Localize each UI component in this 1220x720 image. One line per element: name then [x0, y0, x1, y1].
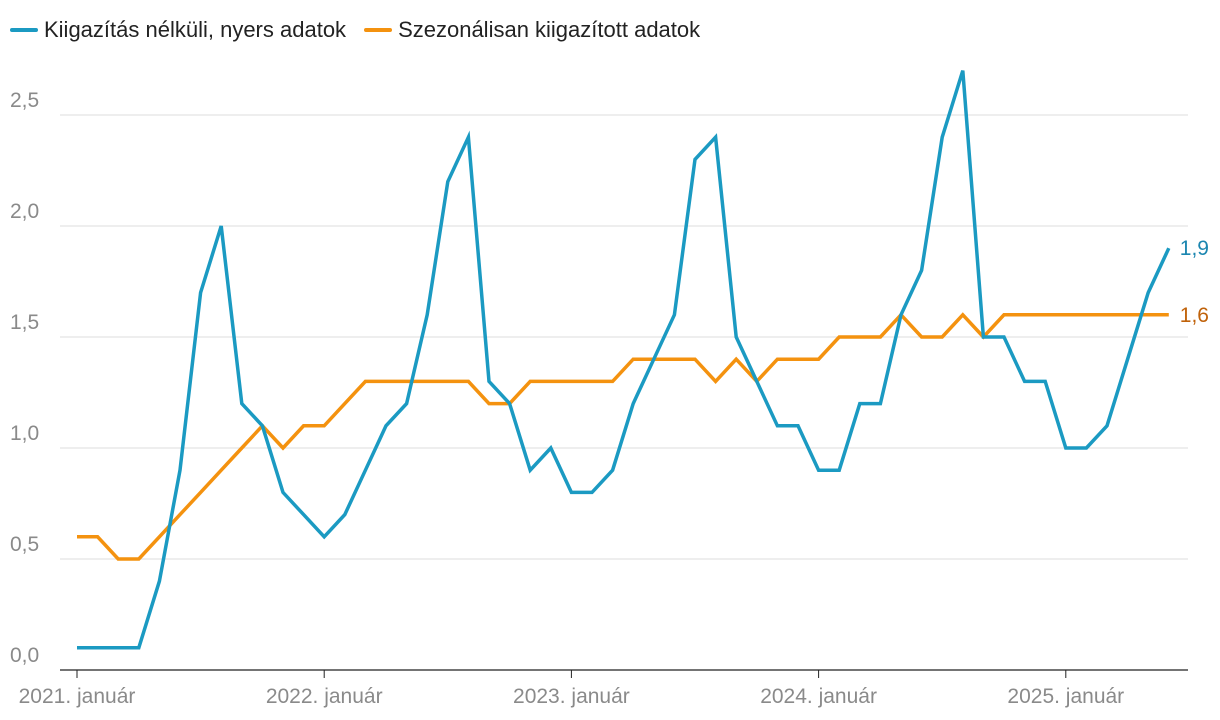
y-tick-label: 1,5 [10, 311, 39, 334]
legend-label-seasonal: Szezonálisan kiigazított adatok [398, 17, 701, 42]
x-tick-label: 2023. január [513, 685, 630, 708]
legend-item-raw[interactable]: Kiigazítás nélküli, nyers adatok [10, 17, 346, 43]
legend-item-seasonal[interactable]: Szezonálisan kiigazított adatok [364, 17, 700, 43]
legend-swatch-raw [10, 28, 38, 32]
legend-label-raw: Kiigazítás nélküli, nyers adatok [44, 17, 347, 42]
x-tick-label: 2022. január [266, 685, 383, 708]
chart-legend: Kiigazítás nélküli, nyers adatok Szezoná… [10, 14, 700, 46]
y-tick-label: 2,5 [10, 89, 39, 112]
end-label-raw: 1,9 [1180, 237, 1209, 260]
end-label-seasonal: 1,6 [1180, 304, 1209, 327]
x-tick-label: 2021. január [19, 685, 136, 708]
series-line-raw [77, 70, 1171, 650]
legend-swatch-seasonal [364, 28, 393, 32]
y-tick-label: 0,5 [10, 533, 39, 556]
y-tick-label: 0,0 [10, 644, 39, 667]
x-tick-label: 2024. január [760, 685, 877, 708]
y-tick-label: 2,0 [10, 200, 39, 223]
series-line-seasonal [77, 312, 1169, 561]
x-tick-label: 2025. január [1007, 685, 1124, 708]
y-tick-label: 1,0 [10, 422, 39, 445]
